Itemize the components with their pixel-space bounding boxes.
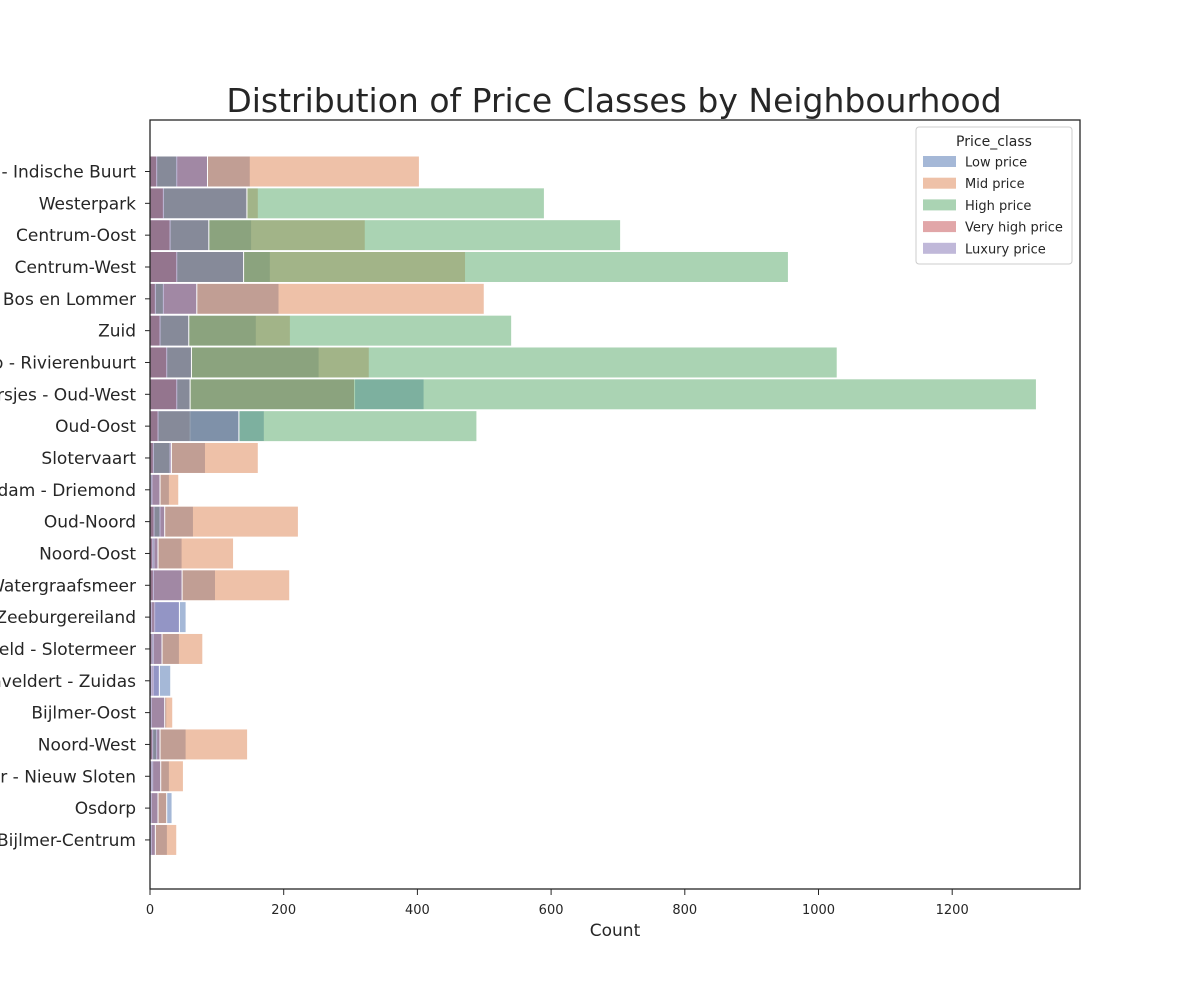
legend-items: Low price Mid price High price Very high pr… (923, 156, 1063, 257)
bar-5-21 (149, 792, 159, 825)
y-tick-label: Noord-Oost (39, 544, 136, 564)
legend-label: Luxury price (965, 242, 1046, 257)
legend-label: High price (965, 199, 1031, 214)
bar-2-19 (149, 728, 249, 761)
bar-5-5 (149, 282, 198, 315)
legend-label: Very high price (965, 221, 1063, 236)
x-tick-label: 400 (405, 903, 430, 918)
bar-5-12 (149, 505, 166, 538)
y-tick-label: Slotervaart (41, 449, 136, 469)
y-tick-labels: d - Indische Buurt Westerpark Centrum-Oost… (0, 163, 150, 851)
y-tick-label: Bijlmer-Oost (31, 704, 136, 724)
bar-5-3 (149, 219, 210, 252)
x-axis-label: Count (590, 921, 641, 941)
y-tick-label: er - Nieuw Sloten (0, 767, 136, 787)
x-tick-label: 200 (271, 903, 296, 918)
bar-5-20 (149, 760, 162, 793)
y-tick-label: Westerpark (39, 194, 136, 214)
y-tick-label: enveldert - Zuidas (0, 672, 136, 692)
y-tick-label: Noord-West (38, 735, 137, 755)
bar-5-11 (149, 473, 161, 506)
y-tick-label: Zeeburgereiland (0, 608, 136, 628)
bar-5-16 (149, 632, 163, 665)
y-tick-label: Centrum-Oost (16, 226, 136, 246)
legend-swatch (923, 156, 956, 167)
bar-2-12 (149, 505, 299, 538)
y-tick-label: Oud-Oost (55, 417, 136, 437)
y-tick-label: Bijlmer-Centrum (0, 831, 136, 851)
legend-swatch (923, 242, 956, 254)
bar-5-10 (149, 441, 172, 474)
x-ticks: 0 200 400 600 800 1000 1200 (146, 889, 969, 918)
x-tick-label: 0 (146, 903, 154, 918)
y-tick-label: rdam - Driemond (0, 481, 136, 501)
plot-frame (149, 119, 1081, 890)
y-tick-label: Watergraafsmeer (0, 576, 136, 596)
bar-5-6 (149, 314, 190, 347)
y-tick-label: Osdorp (75, 799, 136, 819)
y-tick-label: Oud-Noord (44, 513, 136, 533)
bar-5-19 (149, 728, 161, 761)
legend-label: Low price (965, 156, 1027, 171)
bar-5-18 (149, 696, 166, 729)
bar-3-8 (149, 378, 1037, 411)
bar-5-9 (149, 410, 240, 443)
bar-3-7 (149, 346, 838, 379)
y-tick-label: veld - Slotermeer (0, 640, 136, 660)
legend-swatch (923, 221, 956, 233)
bars-layer (149, 155, 1037, 856)
y-tick-label: jp - Rivierenbuurt (0, 353, 136, 373)
y-tick-label: Centrum-West (15, 258, 137, 278)
bar-5-7 (149, 346, 192, 379)
bar-3-6 (149, 314, 513, 347)
bar-5-1 (149, 155, 208, 188)
bar-5-4 (149, 250, 245, 283)
legend-title: Price_class (956, 134, 1032, 150)
x-tick-label: 1200 (936, 903, 969, 918)
legend-label: Mid price (965, 177, 1025, 192)
bar-5-2 (149, 187, 248, 220)
bar-3-4 (149, 250, 789, 283)
bar-5-22 (149, 823, 156, 856)
y-tick-label: rsjes - Oud-West (0, 385, 136, 405)
bar-5-15 (149, 601, 180, 634)
bar-2-5 (149, 282, 485, 315)
legend: Price_class Low price Mid price High price… (915, 126, 1073, 265)
y-tick-label: d - Indische Buurt (0, 163, 136, 183)
chart-title: Distribution of Price Classes by Neighbo… (226, 81, 1001, 120)
x-tick-label: 600 (539, 903, 564, 918)
bar-2-13 (149, 537, 235, 570)
bar-5-13 (149, 537, 159, 570)
legend-swatch (923, 177, 956, 189)
x-tick-label: 1000 (802, 903, 835, 918)
bar-3-3 (149, 219, 622, 252)
bar-5-14 (149, 569, 183, 602)
y-tick-label: Zuid (98, 322, 136, 342)
y-tick-label: Bos en Lommer (3, 290, 136, 310)
bar-5-8 (149, 378, 191, 411)
legend-swatch (923, 199, 956, 211)
x-tick-label: 800 (672, 903, 697, 918)
bar-5-17 (149, 664, 160, 697)
